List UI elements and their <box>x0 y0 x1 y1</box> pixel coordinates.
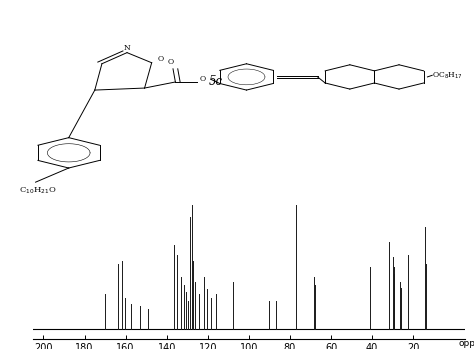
Text: OC$_8$H$_{17}$: OC$_8$H$_{17}$ <box>432 70 463 81</box>
Text: O: O <box>157 55 163 63</box>
Text: oppm: oppm <box>458 339 474 348</box>
Text: O: O <box>168 58 173 66</box>
Text: C$_{10}$H$_{21}$O: C$_{10}$H$_{21}$O <box>19 185 56 195</box>
Text: N: N <box>124 44 130 52</box>
Text: 5c: 5c <box>209 75 223 89</box>
Text: O: O <box>200 75 206 83</box>
